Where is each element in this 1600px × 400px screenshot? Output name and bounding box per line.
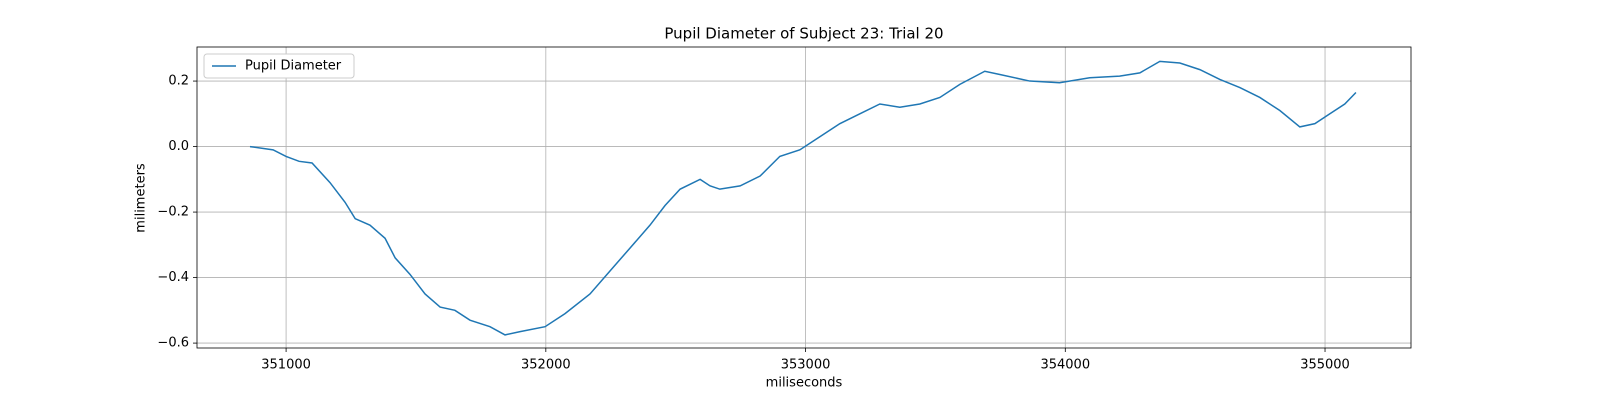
legend-box xyxy=(203,53,355,79)
y-tick-label: −0.2 xyxy=(157,205,189,220)
x-tick-label: 354000 xyxy=(1040,358,1090,373)
x-tick-label: 351000 xyxy=(261,358,311,373)
legend-label: Pupil Diameter xyxy=(245,59,342,74)
data-line xyxy=(249,60,1357,336)
x-tick-label: 353000 xyxy=(781,358,831,373)
x-tick-label: 352000 xyxy=(521,358,571,373)
y-tick-label: 0.2 xyxy=(168,74,189,89)
chart-title: Pupil Diameter of Subject 23: Trial 20 xyxy=(664,25,943,43)
legend: Pupil Diameter xyxy=(203,53,355,79)
y-tick-label: −0.4 xyxy=(157,270,189,285)
y-axis-label: milimeters xyxy=(134,163,149,233)
y-tick-label: −0.6 xyxy=(157,336,189,351)
y-tick-label: 0.0 xyxy=(168,139,189,154)
x-axis-label: miliseconds xyxy=(766,376,843,391)
x-tick-label: 355000 xyxy=(1300,358,1350,373)
plot-frame xyxy=(196,46,1412,349)
